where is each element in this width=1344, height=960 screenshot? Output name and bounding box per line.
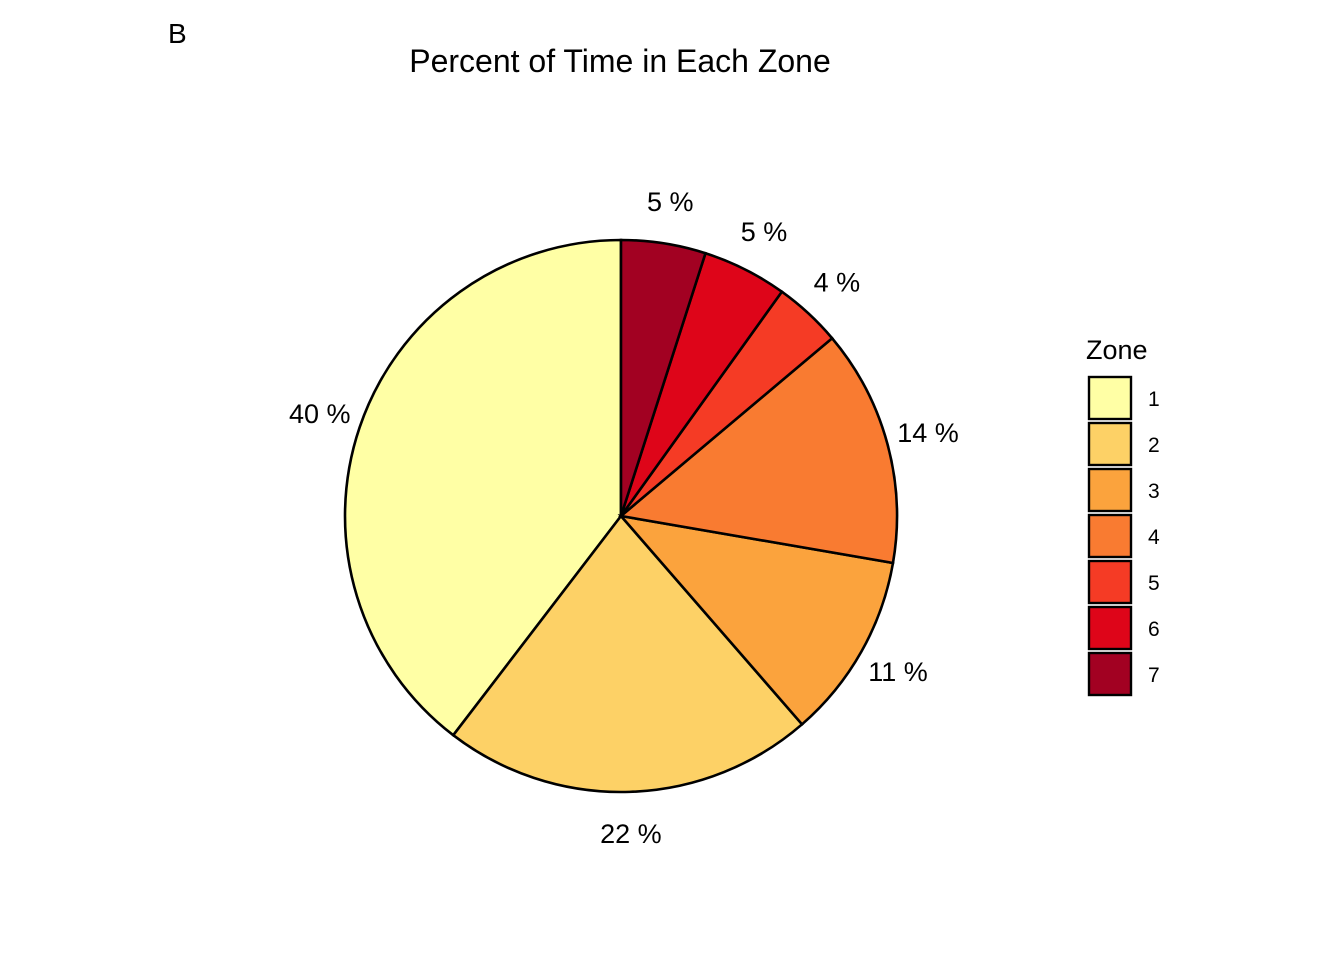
pie-slice-zone-3 [617, 514, 895, 727]
pie-slice-zone-7 [619, 238, 708, 517]
pie-slices [343, 238, 899, 794]
slice-label-zone-4: 14 % [897, 418, 959, 448]
legend-key-zone-3 [1087, 467, 1133, 513]
pie-slice-zone-4 [618, 336, 899, 565]
slice-labels: 40 % 22 % 11 % 14 % 4 % 5 % 5 % [289, 187, 959, 849]
pie-slice-zone-2 [451, 513, 804, 794]
legend-label-zone-5: 5 [1148, 572, 1160, 595]
legend-key-zone-2 [1087, 421, 1133, 467]
slice-label-zone-2: 22 % [600, 819, 662, 849]
legend-label-zone-2: 2 [1148, 434, 1160, 457]
chart-title: Percent of Time in Each Zone [409, 43, 831, 79]
legend-label-zone-6: 6 [1148, 618, 1160, 641]
legend-label-zone-4: 4 [1148, 526, 1160, 549]
legend-label-zone-7: 7 [1148, 664, 1160, 687]
slice-label-zone-5: 4 % [814, 268, 861, 298]
slice-label-zone-3: 11 % [868, 657, 928, 687]
legend-key-zone-4 [1087, 513, 1133, 559]
legend-key-zone-6 [1087, 605, 1133, 651]
legend-label-zone-3: 3 [1148, 480, 1160, 503]
pie-slice-zone-1 [343, 238, 623, 738]
slice-label-zone-7: 5 % [647, 187, 694, 217]
legend-key-zone-1 [1087, 375, 1133, 421]
slice-label-zone-6: 5 % [741, 217, 788, 247]
panel-tag: B [168, 18, 187, 49]
legend-key-zone-5 [1087, 559, 1133, 605]
legend-title: Zone [1086, 335, 1148, 365]
legend-label-zone-1: 1 [1148, 388, 1160, 411]
legend-key-zone-7 [1087, 651, 1133, 697]
legend: Zone 1 2 3 4 5 6 7 [1086, 335, 1160, 697]
slice-label-zone-1: 40 % [289, 399, 351, 429]
